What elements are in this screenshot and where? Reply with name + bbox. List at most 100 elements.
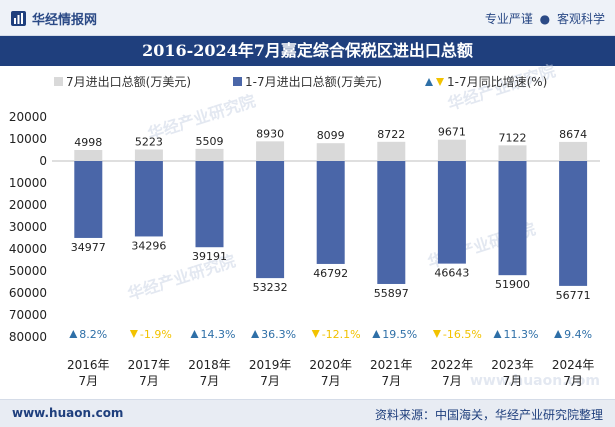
growth-up-triangle-icon bbox=[69, 330, 78, 338]
x-tick-label-year: 2021年 bbox=[370, 358, 413, 372]
value-label-cumulative: 34296 bbox=[131, 239, 166, 252]
x-tick-label-month: 7月 bbox=[200, 374, 220, 388]
value-label-month: 8930 bbox=[256, 127, 284, 140]
growth-down-triangle-icon bbox=[432, 330, 441, 338]
footer-site: www.huaon.com bbox=[12, 406, 124, 420]
x-tick-label-month: 7月 bbox=[503, 374, 523, 388]
x-tick-label-month: 7月 bbox=[78, 374, 98, 388]
bar-cumulative bbox=[74, 161, 103, 238]
growth-label: 11.3% bbox=[504, 328, 539, 341]
x-tick-label-month: 7月 bbox=[321, 374, 341, 388]
bar-cumulative bbox=[134, 161, 163, 237]
slogan: 专业严谨 ● 客观科学 bbox=[485, 10, 605, 27]
value-labels: 4998 34977 5223 34296 5509 39191 8930 53232 8099… bbox=[71, 126, 591, 302]
value-label-cumulative: 46643 bbox=[434, 267, 469, 280]
growth-up-triangle-icon bbox=[190, 330, 199, 338]
top-bar: 华经情报网 专业严谨 ● 客观科学 bbox=[0, 0, 615, 36]
growth-up-triangle-icon bbox=[372, 330, 381, 338]
value-label-cumulative: 55897 bbox=[374, 287, 409, 300]
bar-month bbox=[134, 149, 163, 161]
growth-label: -12.1% bbox=[322, 328, 361, 341]
x-tick-label-year: 2020年 bbox=[309, 358, 352, 372]
value-label-month: 8674 bbox=[559, 128, 587, 141]
y-tick-label: 0 bbox=[39, 154, 47, 168]
chart-svg: 华经产业研究院华经产业研究院华经产业研究院华经产业研究院www.huaon.co… bbox=[9, 61, 600, 389]
growth-label: 19.5% bbox=[382, 328, 417, 341]
legend-down-triangle-icon bbox=[436, 78, 444, 86]
value-label-cumulative: 34977 bbox=[71, 241, 106, 254]
growth-label: -16.5% bbox=[443, 328, 482, 341]
brand: 华经情报网 bbox=[10, 9, 97, 28]
y-tick-label: 60000 bbox=[9, 286, 47, 300]
x-tick-label-year: 2024年 bbox=[552, 358, 595, 372]
y-tick-label: 30000 bbox=[9, 220, 47, 234]
footer-source: 资料来源：中国海关，华经产业研究院整理 bbox=[374, 408, 603, 422]
value-label-month: 4998 bbox=[74, 136, 102, 149]
slogan-dot-icon: ● bbox=[539, 12, 551, 26]
legend-swatch-month bbox=[54, 77, 63, 86]
x-axis: 2016年 7月 2017年 7月 2018年 7月 2019年 7月 2020年 7月 2021年… bbox=[67, 358, 594, 388]
growth-down-triangle-icon bbox=[311, 330, 320, 338]
legend-cumulative: 1-7月进出口总额(万美元) bbox=[245, 75, 382, 89]
x-tick-label-year: 2019年 bbox=[249, 358, 292, 372]
growth-label: 36.3% bbox=[261, 328, 296, 341]
bar-cumulative bbox=[437, 161, 466, 264]
x-tick-label-month: 7月 bbox=[563, 374, 583, 388]
x-tick-label-month: 7月 bbox=[260, 374, 280, 388]
x-tick-label-year: 2023年 bbox=[491, 358, 534, 372]
x-tick-label-month: 7月 bbox=[442, 374, 462, 388]
slogan-left: 专业严谨 bbox=[484, 12, 533, 26]
value-label-cumulative: 56771 bbox=[556, 289, 591, 302]
slogan-right: 客观科学 bbox=[556, 12, 605, 26]
bar-cumulative bbox=[559, 161, 588, 286]
footer-bar: www.huaon.com 资料来源：中国海关，华经产业研究院整理 bbox=[0, 399, 615, 427]
x-tick-label-month: 7月 bbox=[381, 374, 401, 388]
bar-month bbox=[195, 148, 224, 161]
bar-cumulative bbox=[498, 161, 527, 276]
x-tick-label-month: 7月 bbox=[139, 374, 159, 388]
bar-month bbox=[377, 141, 406, 161]
value-label-cumulative: 46792 bbox=[313, 267, 348, 280]
bars bbox=[74, 139, 588, 286]
y-tick-label: 20000 bbox=[9, 110, 47, 124]
bar-month bbox=[256, 141, 285, 161]
value-label-month: 8099 bbox=[317, 129, 345, 142]
growth-label: 8.2% bbox=[79, 328, 107, 341]
bar-cumulative bbox=[195, 161, 224, 248]
x-tick-label-year: 2016年 bbox=[67, 358, 110, 372]
bar-month bbox=[316, 143, 345, 161]
brand-name: 华经情报网 bbox=[32, 13, 98, 28]
growth-label: -1.9% bbox=[140, 328, 172, 341]
watermark-url: www.huaon.com bbox=[470, 373, 600, 389]
value-label-month: 7122 bbox=[499, 131, 527, 144]
growth-label: 14.3% bbox=[201, 328, 236, 341]
legend-growth: 1-7月同比增速(%) bbox=[447, 75, 547, 89]
growth-down-triangle-icon bbox=[129, 330, 138, 338]
y-tick-label: 20000 bbox=[9, 198, 47, 212]
y-tick-label: 10000 bbox=[9, 176, 47, 190]
y-tick-label: 40000 bbox=[9, 242, 47, 256]
value-label-month: 8722 bbox=[377, 128, 405, 141]
bar-month bbox=[498, 145, 527, 161]
y-tick-label: 50000 bbox=[9, 264, 47, 278]
value-label-month: 5223 bbox=[135, 136, 163, 149]
chart-title: 2016-2024年7月嘉定综合保税区进出口总额 bbox=[0, 36, 615, 66]
y-tick-label: 80000 bbox=[9, 330, 47, 344]
legend-swatch-cumulative bbox=[233, 77, 242, 86]
value-label-cumulative: 39191 bbox=[192, 250, 227, 263]
brand-logo-icon bbox=[11, 11, 26, 26]
value-label-cumulative: 53232 bbox=[253, 281, 288, 294]
bar-month bbox=[437, 139, 466, 161]
bar-month bbox=[74, 150, 103, 161]
legend: 7月进出口总额(万美元) 1-7月进出口总额(万美元) 1-7月同比增速(%) bbox=[54, 75, 547, 89]
bar-cumulative bbox=[377, 161, 406, 284]
growth-labels: 8.2% -1.9% 14.3% 36.3% -12.1% 19.5% -16.5% 11.3… bbox=[69, 328, 592, 341]
x-tick-label-year: 2017年 bbox=[128, 358, 171, 372]
bar-month bbox=[559, 141, 588, 161]
legend-month: 7月进出口总额(万美元) bbox=[66, 75, 191, 89]
growth-up-triangle-icon bbox=[493, 330, 502, 338]
x-tick-label-year: 2018年 bbox=[188, 358, 231, 372]
growth-up-triangle-icon bbox=[251, 330, 260, 338]
bar-cumulative bbox=[316, 161, 345, 264]
